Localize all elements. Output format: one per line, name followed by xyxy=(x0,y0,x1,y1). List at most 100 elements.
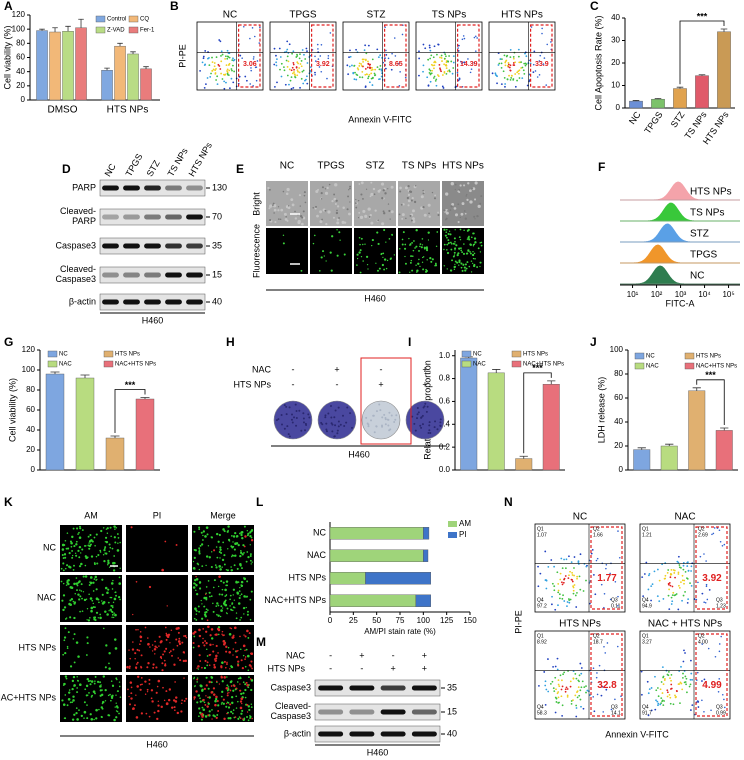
gate-box xyxy=(311,24,334,88)
condition-sign: - xyxy=(336,379,339,389)
cell xyxy=(200,543,204,546)
cell xyxy=(68,689,71,691)
cell xyxy=(205,608,208,611)
cell xyxy=(249,598,252,601)
condition-sign: + xyxy=(422,650,427,660)
cell xyxy=(180,702,183,705)
colony xyxy=(345,421,348,424)
cell xyxy=(201,666,203,669)
cell xyxy=(75,712,78,715)
legend-label: Fer-1 xyxy=(140,28,155,34)
event-dot xyxy=(690,659,692,662)
event-dot xyxy=(461,62,463,65)
cell xyxy=(75,577,78,579)
cell xyxy=(238,590,241,592)
y-tick-label: 0.8 xyxy=(439,374,451,383)
cell xyxy=(222,528,225,531)
error-bar xyxy=(52,27,58,32)
cell xyxy=(203,666,207,670)
bar xyxy=(651,98,665,109)
event-dot xyxy=(209,75,212,78)
cell xyxy=(193,698,195,700)
event-dot xyxy=(232,81,235,84)
event-dot xyxy=(298,67,301,69)
y-tick-label: 0.6 xyxy=(439,397,451,406)
event-dot xyxy=(533,50,536,53)
event-dot xyxy=(703,553,705,555)
event-dot xyxy=(588,602,591,605)
cell xyxy=(178,642,182,646)
cell xyxy=(204,640,207,642)
cell xyxy=(238,596,241,600)
cell xyxy=(244,635,247,638)
cell xyxy=(198,550,201,553)
cell xyxy=(135,628,137,631)
cell xyxy=(219,615,222,618)
cell xyxy=(64,694,67,696)
cell xyxy=(223,603,226,606)
cell xyxy=(377,219,379,222)
cell xyxy=(95,717,98,720)
cell xyxy=(201,539,204,541)
cell xyxy=(77,593,80,596)
condition-sign: - xyxy=(329,663,332,673)
colony xyxy=(275,419,278,422)
cell xyxy=(113,555,116,557)
event-dot xyxy=(683,649,685,652)
band xyxy=(123,272,140,278)
cell xyxy=(443,265,446,267)
event-dot xyxy=(582,590,585,592)
event-dot xyxy=(367,63,370,65)
event-dot xyxy=(550,559,553,561)
quadrant-name: Q3 xyxy=(716,597,723,603)
cell xyxy=(64,539,67,542)
event-dot xyxy=(494,73,497,76)
cell xyxy=(196,677,199,679)
cell xyxy=(82,591,85,593)
cell xyxy=(167,635,170,639)
legend-label: NC xyxy=(646,354,655,360)
event-dot xyxy=(367,75,370,78)
colony xyxy=(333,435,336,438)
bar xyxy=(717,31,731,109)
cell xyxy=(114,647,118,650)
cell xyxy=(110,582,114,585)
cell xyxy=(223,530,226,533)
cell xyxy=(210,676,214,679)
event-dot xyxy=(503,54,506,57)
event-dot xyxy=(418,57,421,60)
cell xyxy=(185,697,188,700)
y-tick-label: 120 xyxy=(12,10,26,19)
event-dot xyxy=(657,702,660,705)
event-dot xyxy=(509,78,512,81)
cell xyxy=(135,716,139,719)
event-dot xyxy=(697,706,700,708)
cell xyxy=(193,530,196,533)
cell xyxy=(235,687,238,690)
event-dot xyxy=(660,697,663,700)
event-dot xyxy=(667,674,670,677)
cell xyxy=(443,209,446,212)
cell xyxy=(329,251,332,254)
cell xyxy=(89,617,91,619)
cell xyxy=(115,702,117,704)
event-dot xyxy=(443,57,446,60)
cell xyxy=(94,563,96,566)
cell xyxy=(71,718,75,721)
event-dot xyxy=(674,696,677,699)
cell xyxy=(163,699,166,702)
cell xyxy=(113,536,116,539)
cell xyxy=(207,687,210,690)
cell xyxy=(206,655,209,657)
cell xyxy=(70,598,74,601)
cell xyxy=(249,555,252,558)
event-dot xyxy=(441,60,443,62)
quadrant-name: Q2 xyxy=(698,526,705,532)
cell xyxy=(169,642,171,644)
significance-label: *** xyxy=(697,11,708,21)
cell xyxy=(404,186,408,190)
event-dot xyxy=(677,555,680,558)
cell xyxy=(102,554,105,556)
x-tick-label: 10¹ xyxy=(627,290,639,299)
cell xyxy=(104,536,108,539)
